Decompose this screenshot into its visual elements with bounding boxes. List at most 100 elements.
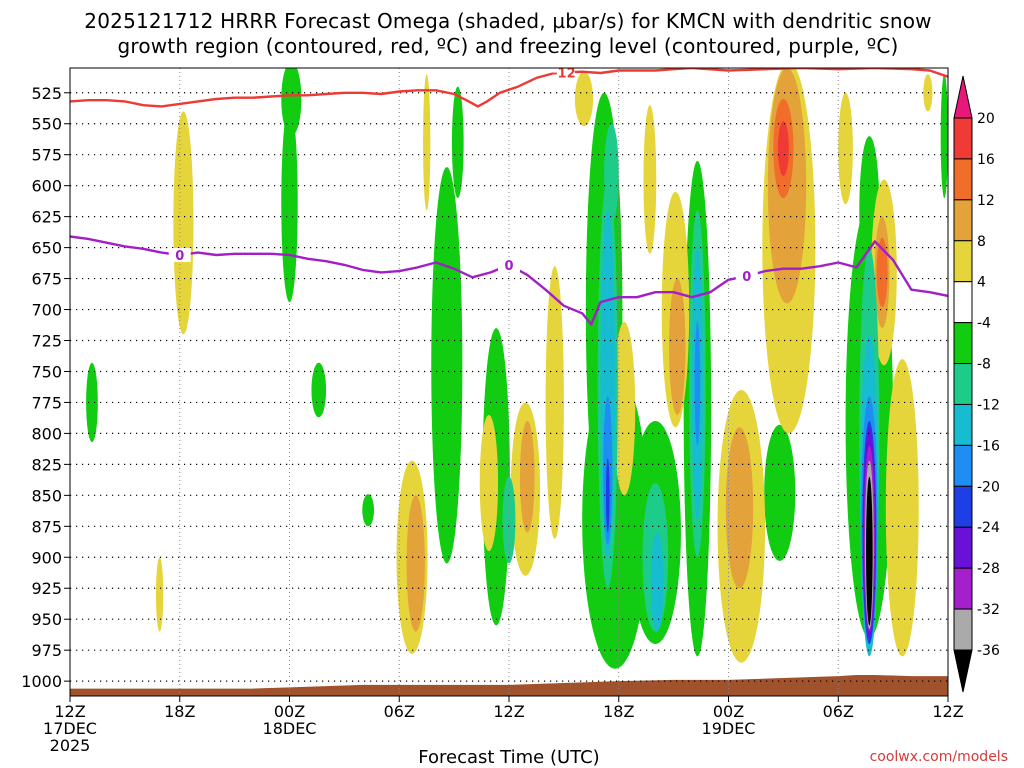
grid-lines [70,68,948,696]
y-tick-label-575: 575 [31,146,62,165]
colorbar-bin-6 [953,322,973,365]
y-tick-label-625: 625 [31,208,62,227]
omega-region-23 [574,71,594,127]
x-tick-label-42-0: 06Z [823,702,854,721]
colorbar-bin-8 [953,403,973,446]
omega-region-60 [866,476,873,626]
y-tick-label-800: 800 [31,424,62,443]
colorbar-label-12: -32 [977,602,1000,618]
omega-region-31 [885,359,919,657]
contour-label-bg-1-2 [735,269,758,284]
colorbar-bin-13 [953,608,973,651]
omega-region-40 [876,237,888,308]
colorbar-label-11: -28 [977,561,1000,577]
x-axis-label: Forecast Time (UTC) [418,747,599,768]
omega-region-34 [519,421,535,533]
omega-region-20 [479,414,499,552]
y-tick-label-875: 875 [31,517,62,536]
contour-label-bg-1-0 [168,248,191,263]
x-tick-label-18-0: 06Z [384,702,415,721]
colorbar-label-3: 8 [977,234,986,250]
x-tick-label-0-2: 2025 [50,736,91,755]
omega-region-41 [777,121,789,176]
x-tick-label-30-0: 18Z [603,702,634,721]
colorbar-cap-top [953,75,973,119]
x-tick-label-0-1: 17DEC [43,719,97,738]
omega-region-43 [604,123,619,223]
colorbar-bin-12 [953,567,973,610]
colorbar-label-0: 20 [977,111,995,127]
omega-region-15 [940,74,948,199]
colorbar-bin-9 [953,444,973,487]
y-tick-label-950: 950 [31,610,62,629]
contour-label-1-1: 0 [504,259,513,274]
contour-line-0 [70,68,948,108]
omega-region-36 [725,427,754,589]
chart-title-line-1: 2025121712 HRRR Forecast Omega (shaded, … [84,9,931,33]
colorbar-label-9: -20 [977,479,1000,495]
colorbar-label-6: -8 [977,357,991,373]
x-tick-label-12-1: 18DEC [263,719,317,738]
y-tick-label-675: 675 [31,270,62,289]
terrain-fill [70,674,948,696]
y-tick-label-600: 600 [31,177,62,196]
colorbar-bin-2 [953,158,973,201]
omega-region-33 [406,495,425,632]
contour-label-1-0: 0 [175,249,184,264]
colorbar-label-7: -12 [977,397,1000,413]
x-tick-label-24-0: 12Z [493,702,524,721]
omega-region-16 [173,111,194,335]
y-tick-label-900: 900 [31,548,62,567]
colorbar-label-13: -36 [977,643,1000,659]
omega-region-1 [281,68,302,137]
colorbar-bin-1 [953,117,973,160]
credit-text: coolwx.com/models [870,749,1008,765]
x-tick-label-12-0: 00Z [274,702,305,721]
y-tick-label-925: 925 [31,579,62,598]
omega-region-3 [311,362,327,418]
colorbar-label-2: 12 [977,193,995,209]
colorbar-label-5: -4 [977,316,991,332]
omega-region-53 [694,321,701,446]
contour-lines: -12 0 0 0 [70,67,948,326]
x-tick-label-36-0: 00Z [713,702,744,721]
omega-region-50 [650,532,664,632]
contour-label-0-0: -12 [552,67,576,82]
omega-region-22 [545,266,564,539]
plot-frame [69,67,949,697]
contour-label-bg-0-0 [552,68,575,80]
colorbar-bin-10 [953,485,973,528]
omega-region-25 [643,105,657,254]
omega-region-35 [669,278,686,415]
y-tick-label-725: 725 [31,332,62,351]
colorbar-label-8: -16 [977,438,1000,454]
y-tick-label-850: 850 [31,486,62,505]
y-tick-label-650: 650 [31,239,62,258]
omega-region-55 [605,458,610,533]
colorbar-bin-11 [953,526,973,569]
omega-region-19 [423,74,431,211]
omega-region-24 [613,321,636,496]
y-tick-label-975: 975 [31,641,62,660]
colorbar-label-4: 4 [977,275,986,291]
colorbar-label-1: 16 [977,152,995,168]
x-tick-label-0-0: 12Z [54,702,85,721]
y-tick-label-1000: 1000 [21,672,62,691]
y-tick-label-825: 825 [31,455,62,474]
omega-region-32 [923,74,933,112]
omega-region-17 [155,557,164,632]
colorbar-bin-4 [953,240,973,283]
y-tick-label-700: 700 [31,301,62,320]
colorbar-bin-7 [953,363,973,405]
chart-title-line-2: growth region (contoured, red, ºC) and f… [117,34,898,58]
omega-region-12 [764,424,796,561]
colorbar-bin-5 [953,281,973,324]
omega-region-6 [451,86,464,199]
contour-label-bg-1-1 [498,257,520,272]
omega-shading [86,68,948,669]
x-tick-label-36-1: 19DEC [702,719,756,738]
y-tick-label-775: 775 [31,393,62,412]
y-tick-label-525: 525 [31,84,62,103]
y-axis-ticks: 525 550 575 600 625 650 675 700 725 750 775 800 825 8… [21,84,70,691]
